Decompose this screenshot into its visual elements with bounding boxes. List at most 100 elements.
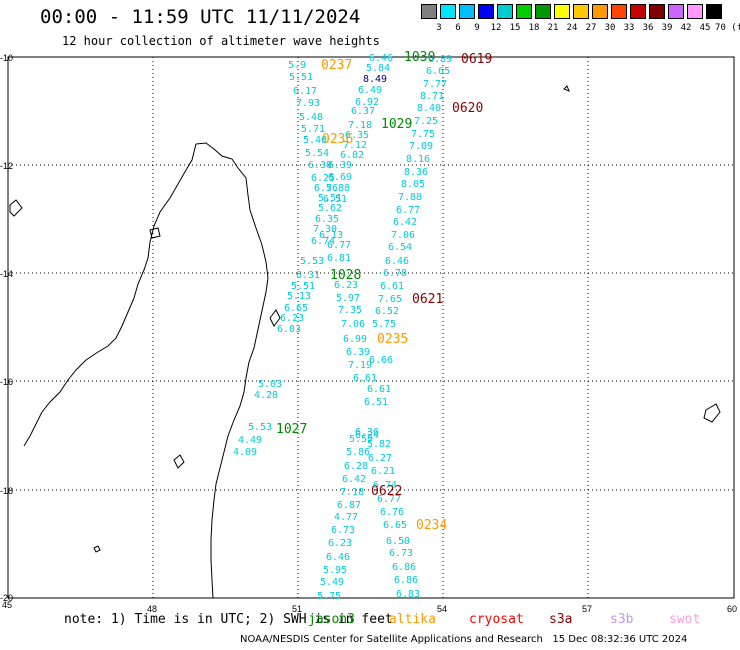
wave-height-value: 7.18	[340, 487, 364, 498]
wave-height-value: 5.86	[346, 447, 370, 458]
track-time-label: 1029	[381, 117, 412, 132]
wave-height-value: 4.77	[334, 512, 358, 523]
wave-height-value: 6.23	[280, 313, 304, 324]
legend-swatch	[421, 4, 437, 19]
wave-height-value: 6.36	[355, 427, 379, 438]
wave-height-value: 6.77	[377, 494, 401, 505]
wave-height-value: 6.73	[389, 548, 413, 559]
wave-height-value: 6.81	[327, 253, 351, 264]
track-time-label: 0235	[377, 332, 408, 347]
wave-height-value: 8.49	[363, 74, 387, 85]
wave-height-value: 5.71	[301, 124, 325, 135]
wave-height-value: 6.42	[342, 474, 366, 485]
wave-height-value: 6.65	[383, 520, 407, 531]
legend-label: 70 (ft)	[715, 23, 740, 33]
wave-height-value: 6.35	[315, 214, 339, 225]
legend-swatch	[440, 4, 456, 19]
credit-line: NOAA/NESDIS Center for Satellite Applica…	[240, 634, 687, 645]
wave-height-value: 6.74	[311, 236, 335, 247]
wave-height-value: 6.86	[392, 562, 416, 573]
legend-label: 39	[661, 23, 673, 33]
track-time-label: 0234	[416, 518, 447, 533]
credit-text: NOAA/NESDIS Center for Satellite Applica…	[240, 634, 543, 645]
wave-height-value: 6.61	[353, 373, 377, 384]
wave-height-value: 5.9	[288, 60, 306, 71]
wave-height-value: 5.53	[248, 422, 272, 433]
wave-height-value: 6.25	[311, 173, 335, 184]
legend-swatch	[554, 4, 570, 19]
wave-height-value: 6.69	[328, 172, 352, 183]
legend-swatch	[611, 4, 627, 19]
track-time-label: 1030	[404, 50, 435, 65]
wave-height-value: 7.35	[338, 305, 362, 316]
wave-height-value: 5.97	[336, 293, 360, 304]
small-islet-south	[93, 545, 101, 553]
wave-height-value: 6.21	[371, 466, 395, 477]
legend-label: 21	[547, 23, 559, 33]
wave-height-value: 7.12	[343, 140, 367, 151]
wave-height-value: 6.99	[343, 334, 367, 345]
northwest-islet	[9, 199, 23, 217]
track-time-label: 0619	[461, 52, 492, 67]
wave-height-value: 5.53	[300, 256, 324, 267]
legend-label: 30	[604, 23, 616, 33]
wave-height-value: 8.05	[401, 179, 425, 190]
satellite-cryosat: cryosat	[469, 612, 524, 627]
wave-height-value: 5.51	[289, 72, 313, 83]
grid-lines	[8, 57, 734, 598]
wave-height-value: 7.19	[348, 360, 372, 371]
lon-label-54: 54	[437, 604, 447, 614]
legend-swatch	[630, 4, 646, 19]
lat-label-16: -16	[0, 377, 13, 387]
wave-height-value: 6.49	[358, 85, 382, 96]
lat-label-14: -14	[0, 269, 13, 279]
lat-label-12: -12	[0, 161, 13, 171]
wave-height-value: 6.76	[380, 507, 404, 518]
wave-height-value: 8.71	[420, 91, 444, 102]
legend-label: 24	[566, 23, 578, 33]
legend-label: 36	[642, 23, 654, 33]
wave-height-value: 6.74	[373, 480, 397, 491]
lon-label-60: 60	[727, 604, 737, 614]
legend-label: 6	[455, 23, 461, 33]
footnote: note: 1) Time is in UTC; 2) SWH is in fe…	[64, 612, 393, 627]
wave-height-value: 6.17	[293, 86, 317, 97]
madagascar-coastline	[195, 142, 269, 599]
wave-height-value: 6.27	[368, 453, 392, 464]
wave-height-value: 7.06	[341, 319, 365, 330]
wave-height-value: 6.03	[277, 324, 301, 335]
wave-height-value: 6.50	[386, 536, 410, 547]
wave-height-value: 6.46	[385, 256, 409, 267]
wave-height-value: 5.51	[318, 193, 342, 204]
wave-height-value: 6.92	[355, 97, 379, 108]
lon-label-57: 57	[582, 604, 592, 614]
wave-height-value: 6.65	[284, 303, 308, 314]
wave-height-value: 7.77	[423, 79, 447, 90]
wave-height-value: 6.35	[345, 130, 369, 141]
wave-height-value: 7.18	[348, 120, 372, 131]
nosy-be	[149, 227, 161, 239]
wave-height-value: 6.89	[428, 54, 452, 65]
wave-height-value: 6.46	[369, 53, 393, 64]
wave-height-value: 5.62	[318, 203, 342, 214]
track-time-label: 0622	[371, 484, 402, 499]
wave-height-value: 5.13	[287, 291, 311, 302]
wave-height-value: 5.46	[303, 135, 327, 146]
legend-swatch	[592, 4, 608, 19]
wave-height-value: 6.87	[337, 500, 361, 511]
track-time-label: 1027	[276, 422, 307, 437]
legend-swatch	[668, 4, 684, 19]
wave-height-value: 6.37	[351, 106, 375, 117]
legend-swatch	[497, 4, 513, 19]
wave-height-value: 6.51	[323, 194, 347, 205]
satellite-swot: swot	[669, 612, 701, 627]
wave-height-value: 8.40	[417, 103, 441, 114]
wave-height-value: 5.59	[349, 434, 373, 445]
legend-label: 3	[436, 23, 442, 33]
wave-height-value: 7.30	[313, 224, 337, 235]
lat-label-20: -20	[0, 593, 13, 603]
map-title: 00:00 - 11:59 UTC 11/11/2024	[40, 6, 361, 28]
wave-height-value: 5.03	[258, 379, 282, 390]
wave-height-value: 6.77	[396, 205, 420, 216]
timestamp: 15 Dec 08:32:36 UTC 2024	[552, 634, 688, 645]
